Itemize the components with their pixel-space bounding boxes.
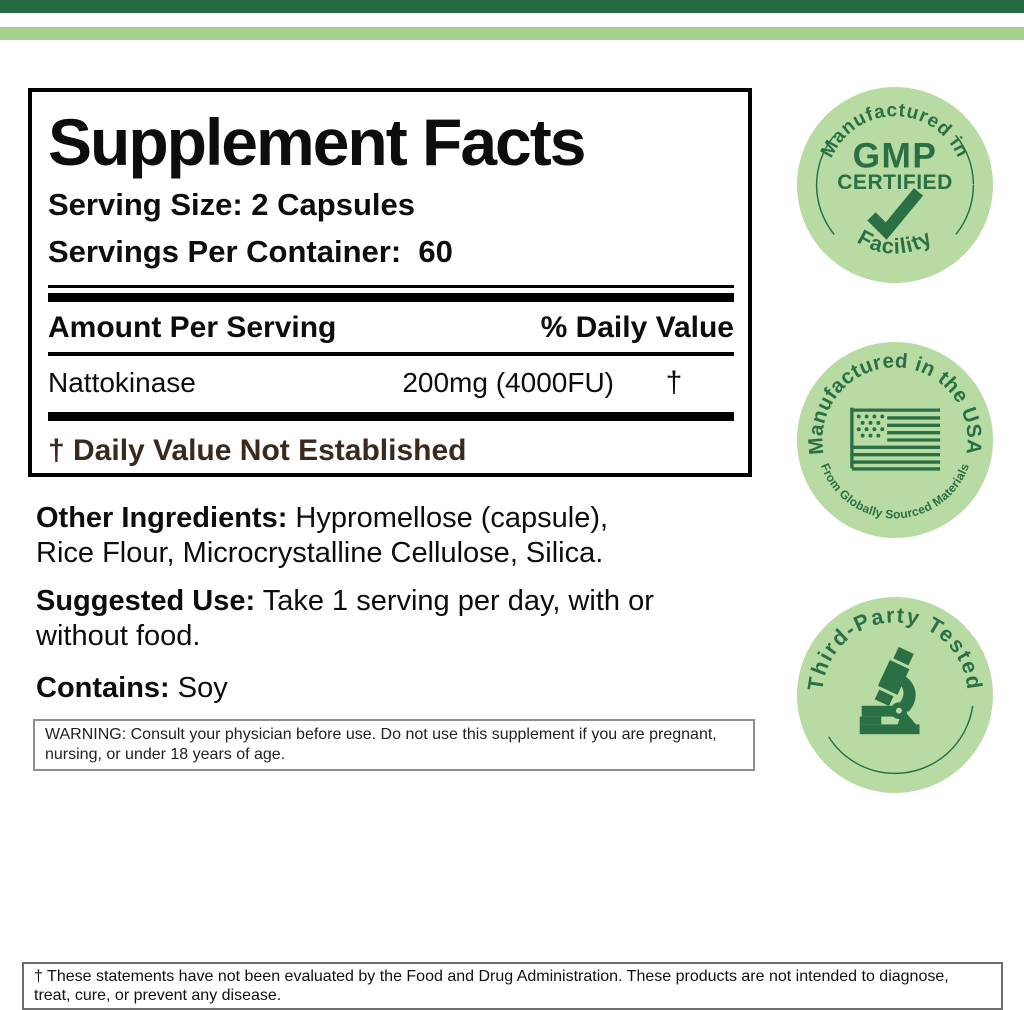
contains: Contains: Soy — [36, 671, 746, 706]
badge-circle — [797, 87, 993, 283]
servings-per-container: Servings Per Container: 60 — [48, 234, 453, 269]
contains-label: Contains: — [36, 672, 170, 704]
checkmark-icon — [867, 188, 924, 240]
top-bar-dark — [0, 0, 1024, 13]
other-ingredients-label: Other Ingredients: — [36, 502, 288, 534]
contains-text: Soy — [169, 672, 228, 704]
decorative-arc — [815, 615, 975, 775]
supplement-facts-panel: Supplement Facts Serving Size: 2 Capsule… — [28, 88, 752, 477]
divider-thick — [48, 293, 734, 302]
facts-footnote: † Daily Value Not Established — [48, 434, 467, 467]
top-bar-light — [0, 27, 1024, 40]
divider-thin — [48, 285, 734, 288]
suggested-use: Suggested Use: Take 1 serving per day, w… — [36, 584, 746, 654]
serving-size: Serving Size: 2 Capsules — [48, 187, 415, 222]
gmp-badge-graphic: Manufactured in GMP CERTIFIED Facility — [797, 87, 993, 283]
divider-mid — [48, 352, 734, 356]
nutrient-daily-value: † — [665, 366, 683, 399]
amount-per-serving-header: Amount Per Serving — [48, 311, 337, 344]
badge-circle — [797, 597, 993, 793]
disclaimer-box: † These statements have not been evaluat… — [22, 962, 1003, 1010]
daily-value-header: % Daily Value — [540, 311, 734, 344]
third-party-badge-graphic: Third-Party Tested — [797, 597, 993, 793]
us-flag-icon — [850, 407, 941, 471]
gmp-line2: CERTIFIED — [837, 171, 953, 194]
microscope-icon — [859, 646, 920, 735]
suggested-use-text: Take 1 serving per day, with or without … — [36, 585, 654, 652]
gmp-line1: GMP — [853, 136, 938, 175]
nutrient-amount: 200mg (4000FU) — [402, 367, 614, 398]
usa-badge-graphic: Manufactured in the USA From Globally So… — [797, 342, 993, 538]
usa-badge: Manufactured in the USA From Globally So… — [797, 342, 993, 538]
warning-box: WARNING: Consult your physician before u… — [33, 719, 755, 771]
decorative-arc — [815, 105, 975, 265]
other-ingredients-text: Hypromellose (capsule), Rice Flour, Micr… — [36, 502, 609, 569]
divider-thick-bottom — [48, 412, 734, 421]
other-ingredients: Other Ingredients: Hypromellose (capsule… — [36, 501, 746, 571]
facts-title: Supplement Facts — [48, 105, 586, 179]
nutrient-name: Nattokinase — [48, 367, 196, 398]
nutrient-row: Nattokinase 200mg (4000FU) † — [48, 356, 734, 412]
third-party-badge: Third-Party Tested — [797, 597, 993, 793]
suggested-use-label: Suggested Use: — [36, 585, 256, 617]
gmp-badge: Manufactured in GMP CERTIFIED Facility — [797, 87, 993, 283]
facts-header-row: Amount Per Serving % Daily Value — [48, 302, 734, 352]
